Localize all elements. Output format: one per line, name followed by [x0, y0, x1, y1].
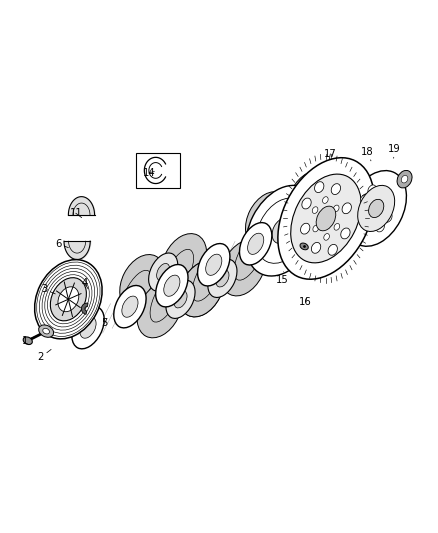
Ellipse shape: [208, 260, 237, 297]
Text: 3: 3: [41, 284, 55, 294]
Ellipse shape: [324, 233, 329, 240]
Ellipse shape: [198, 244, 230, 286]
Ellipse shape: [358, 185, 395, 231]
Ellipse shape: [148, 253, 178, 291]
Ellipse shape: [43, 328, 49, 334]
Ellipse shape: [378, 186, 386, 196]
Ellipse shape: [288, 187, 319, 235]
Ellipse shape: [246, 192, 290, 248]
Ellipse shape: [331, 184, 341, 195]
Text: 18: 18: [361, 147, 374, 161]
Ellipse shape: [162, 249, 194, 298]
Ellipse shape: [162, 233, 207, 289]
Ellipse shape: [80, 317, 96, 338]
Ellipse shape: [300, 243, 308, 250]
Ellipse shape: [328, 245, 337, 255]
Ellipse shape: [150, 273, 181, 322]
Ellipse shape: [291, 174, 361, 263]
Text: 19: 19: [388, 144, 401, 158]
Text: 16: 16: [299, 297, 312, 308]
Text: 6: 6: [55, 239, 68, 249]
Ellipse shape: [366, 221, 374, 231]
Ellipse shape: [384, 212, 392, 222]
Ellipse shape: [157, 263, 170, 281]
Ellipse shape: [155, 264, 188, 307]
Ellipse shape: [313, 225, 318, 232]
Ellipse shape: [322, 197, 328, 204]
Ellipse shape: [174, 291, 187, 308]
Ellipse shape: [192, 253, 223, 301]
Ellipse shape: [122, 296, 138, 317]
Ellipse shape: [137, 282, 182, 338]
Ellipse shape: [311, 243, 321, 253]
Ellipse shape: [39, 325, 53, 337]
Ellipse shape: [333, 205, 339, 212]
Ellipse shape: [302, 198, 311, 209]
Ellipse shape: [342, 203, 351, 214]
Ellipse shape: [282, 201, 314, 244]
Ellipse shape: [206, 254, 222, 276]
Ellipse shape: [368, 185, 376, 195]
Ellipse shape: [35, 260, 102, 339]
Ellipse shape: [72, 306, 104, 349]
Ellipse shape: [274, 190, 304, 228]
Ellipse shape: [192, 253, 223, 301]
Text: 1: 1: [21, 336, 36, 346]
Ellipse shape: [50, 278, 86, 321]
Ellipse shape: [216, 270, 229, 287]
Ellipse shape: [58, 287, 79, 312]
Ellipse shape: [385, 197, 393, 207]
Ellipse shape: [120, 270, 152, 319]
Ellipse shape: [397, 171, 412, 188]
Ellipse shape: [240, 223, 272, 265]
Ellipse shape: [114, 286, 146, 328]
Ellipse shape: [312, 207, 318, 213]
Ellipse shape: [164, 275, 180, 296]
Ellipse shape: [283, 200, 296, 218]
Ellipse shape: [360, 195, 369, 205]
Ellipse shape: [300, 223, 310, 234]
Ellipse shape: [272, 218, 293, 244]
Ellipse shape: [234, 231, 265, 280]
Ellipse shape: [247, 233, 264, 254]
Text: 11: 11: [69, 208, 82, 218]
Ellipse shape: [341, 228, 350, 239]
Ellipse shape: [334, 223, 340, 230]
Wedge shape: [81, 303, 88, 314]
Text: 14: 14: [143, 168, 155, 177]
Ellipse shape: [314, 182, 324, 192]
Ellipse shape: [316, 206, 336, 231]
Ellipse shape: [179, 261, 224, 317]
Ellipse shape: [360, 209, 368, 220]
Ellipse shape: [369, 199, 384, 217]
Ellipse shape: [120, 255, 165, 311]
Ellipse shape: [246, 185, 319, 276]
Ellipse shape: [278, 158, 374, 279]
Text: 15: 15: [276, 272, 289, 285]
Text: 4: 4: [81, 278, 88, 289]
Text: 5: 5: [102, 318, 108, 328]
Bar: [136, 152, 180, 188]
Ellipse shape: [290, 212, 306, 233]
Ellipse shape: [376, 222, 385, 232]
Ellipse shape: [287, 171, 332, 227]
Ellipse shape: [23, 337, 32, 344]
Ellipse shape: [179, 261, 224, 317]
Ellipse shape: [166, 280, 195, 318]
Ellipse shape: [246, 207, 277, 256]
Ellipse shape: [346, 171, 406, 246]
Text: 17: 17: [324, 149, 337, 159]
Text: 2: 2: [38, 350, 51, 362]
Ellipse shape: [221, 240, 266, 296]
Ellipse shape: [401, 175, 408, 183]
